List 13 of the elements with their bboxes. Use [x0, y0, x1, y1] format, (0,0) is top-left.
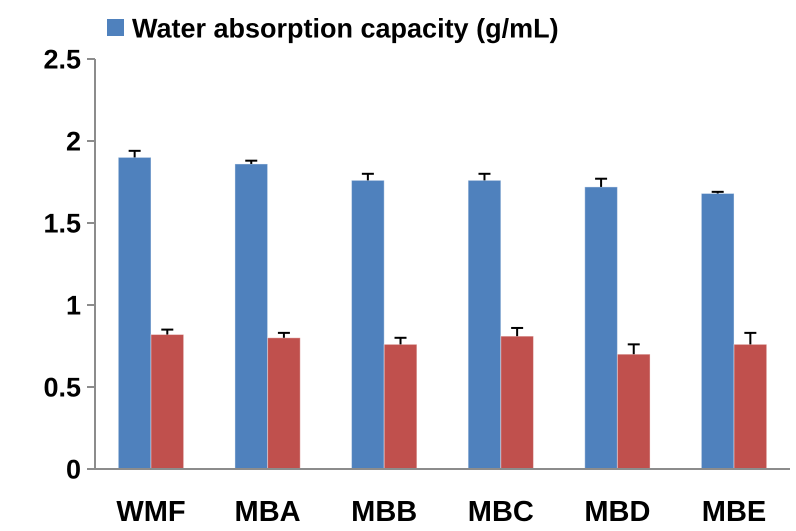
y-tick-label: 1	[66, 290, 81, 320]
x-tick-label: MBD	[584, 496, 650, 528]
x-tick-label: MBC	[468, 496, 534, 528]
y-tick-label: 2.5	[43, 44, 81, 74]
legend-label: Water absorption capacity (g/mL)	[132, 13, 559, 44]
x-tick-label: MBE	[702, 496, 766, 528]
y-tick-label: 0.5	[43, 372, 81, 402]
y-tick-label: 1.5	[43, 208, 81, 238]
y-tick-label: 0	[66, 454, 81, 484]
x-tick-label: MBB	[351, 496, 418, 528]
y-tick-label: 2	[66, 126, 81, 156]
x-tick-label: MBA	[234, 496, 301, 528]
x-tick-label: WMF	[116, 496, 186, 528]
